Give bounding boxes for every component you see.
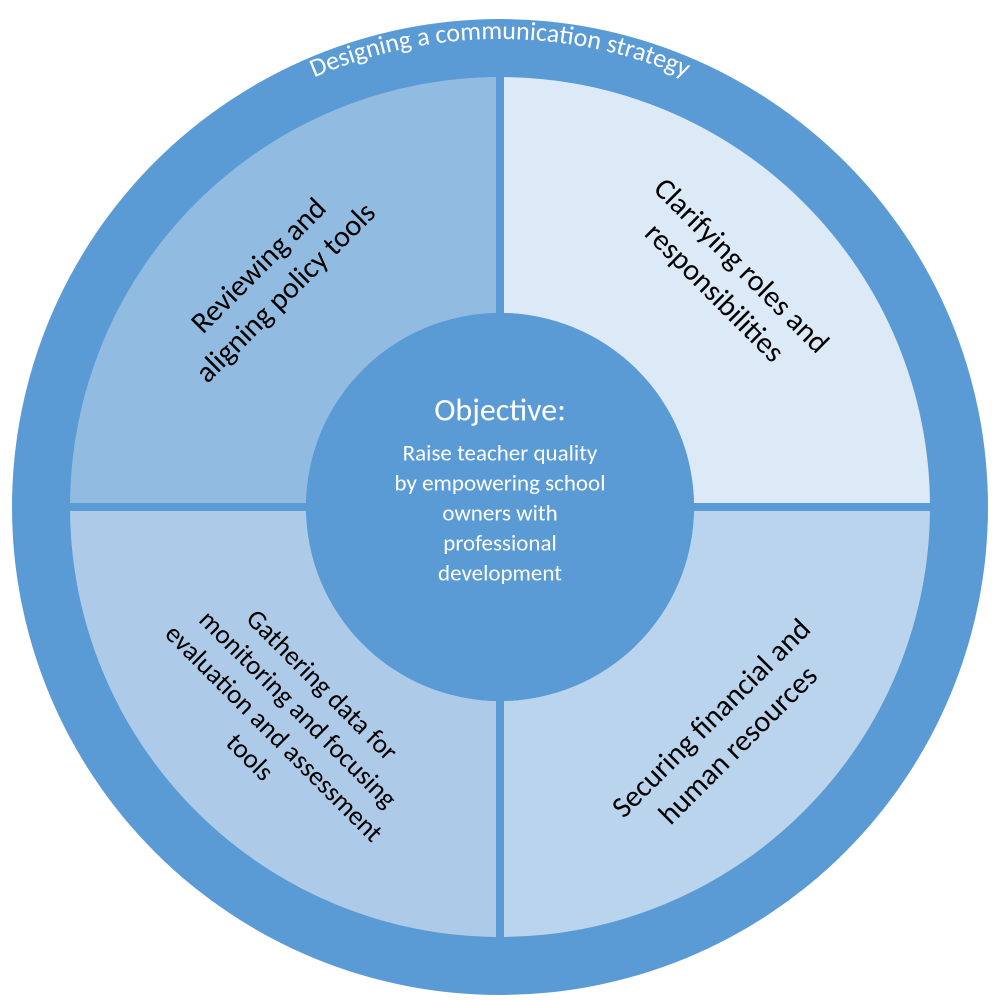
center-title: Objective: xyxy=(434,391,566,430)
radial-diagram: Objective: Raise teacher qualityby empowe… xyxy=(0,0,1000,1000)
center-body-line: by empowering school xyxy=(395,469,606,497)
center-body-line: owners with xyxy=(442,499,557,527)
center-body-line: development xyxy=(438,559,562,587)
center-body-line: Raise teacher quality xyxy=(403,439,598,467)
center-body-line: professional xyxy=(443,529,557,557)
